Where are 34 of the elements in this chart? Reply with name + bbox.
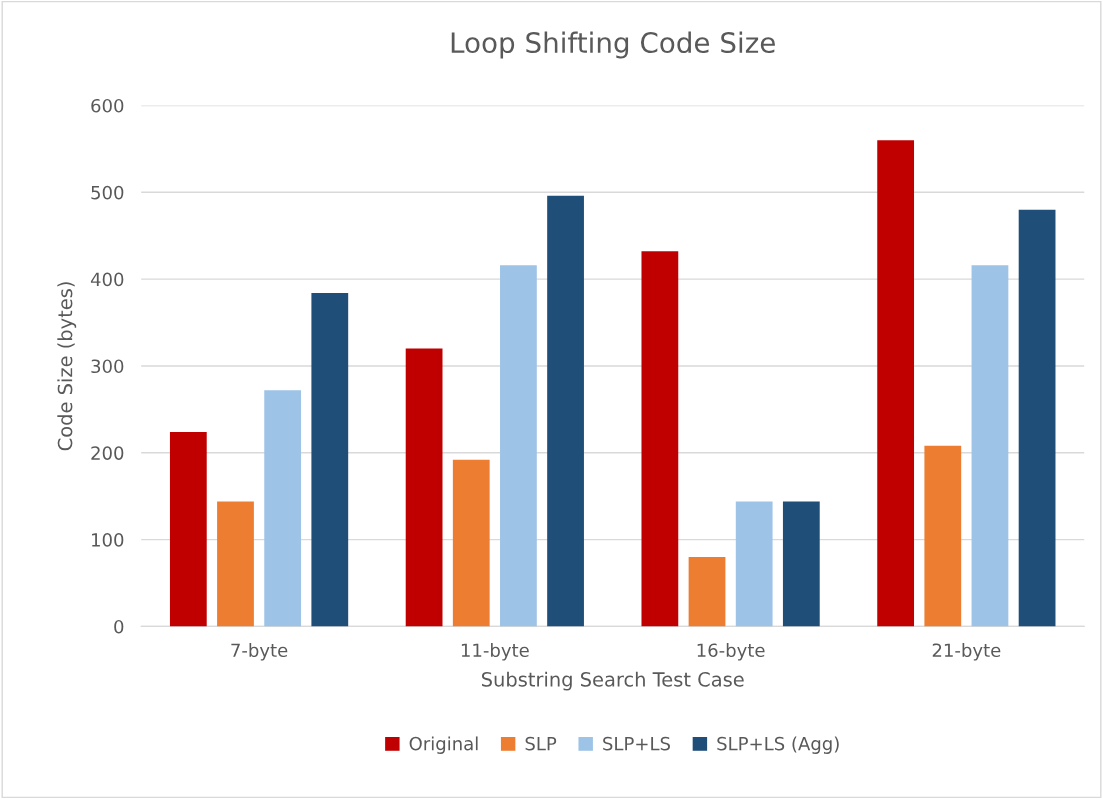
legend-label: Original xyxy=(409,736,478,754)
y-tick-label: 300 xyxy=(91,359,124,374)
y-tick-label: 400 xyxy=(90,272,124,287)
y-tick-label: 0 xyxy=(114,619,124,634)
legend-label: SLP+LS xyxy=(603,736,670,751)
y-tick-label: 500 xyxy=(91,185,124,200)
legend-label: SLP xyxy=(525,736,557,751)
bar xyxy=(877,140,915,627)
y-tick-label: 100 xyxy=(92,533,124,547)
x-tick-label: 21-byte xyxy=(932,643,1001,661)
bar xyxy=(971,265,1009,627)
bar xyxy=(547,195,584,627)
bar xyxy=(452,459,490,627)
x-tick-label: 16-byte xyxy=(697,643,765,661)
y-axis-title: Code Size (bytes) xyxy=(57,282,77,451)
y-tick-label: 200 xyxy=(91,446,124,460)
bar xyxy=(169,431,207,627)
bar xyxy=(688,556,726,627)
bar xyxy=(217,501,254,627)
chart-title: Loop Shifting Code Size xyxy=(451,31,775,59)
bar xyxy=(311,293,349,627)
bar xyxy=(735,501,773,627)
bar xyxy=(1018,209,1056,627)
legend-label: SLP+LS (Agg) xyxy=(717,736,839,754)
bar xyxy=(405,348,443,627)
x-tick-label: 11-byte xyxy=(461,643,529,661)
bar xyxy=(264,390,302,627)
bar xyxy=(641,251,679,627)
bar xyxy=(782,501,820,627)
y-tick-label: 600 xyxy=(91,98,124,113)
bar xyxy=(500,265,537,627)
bar xyxy=(924,445,962,627)
x-axis-title: Substring Search Test Case xyxy=(481,671,744,691)
x-tick-label: 7-byte xyxy=(231,643,288,661)
